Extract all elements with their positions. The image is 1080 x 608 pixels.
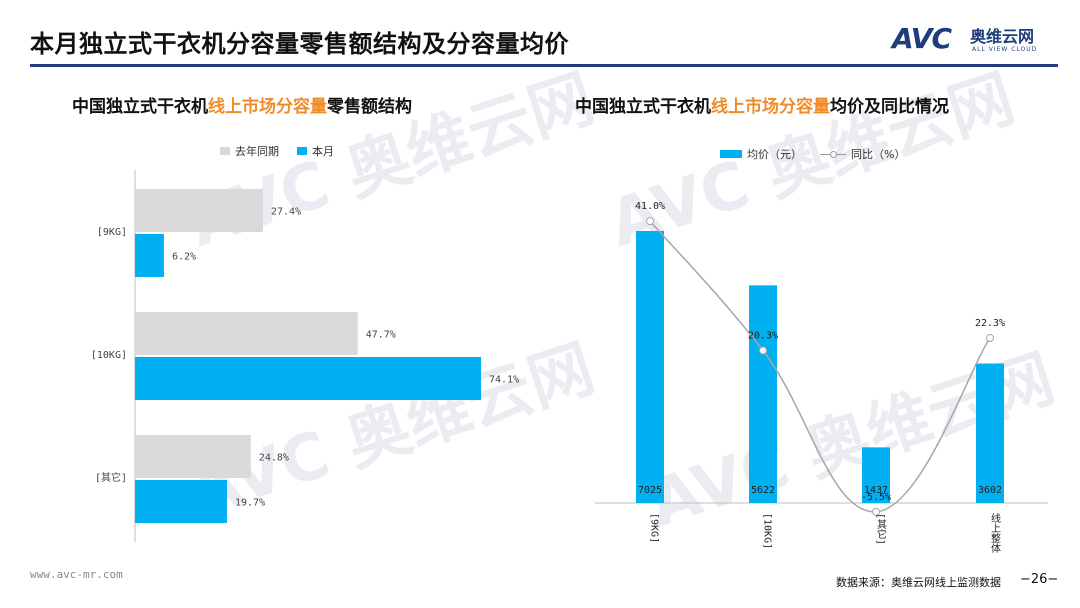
bar-last-year bbox=[135, 189, 263, 232]
legend-swatch-line bbox=[820, 150, 846, 158]
bar-last-year bbox=[135, 312, 358, 355]
yoy-line bbox=[649, 220, 991, 513]
data-label: 1437 bbox=[864, 485, 888, 496]
data-label: 6.2% bbox=[172, 252, 196, 263]
legend-item-this-month: 本月 bbox=[297, 143, 334, 159]
yoy-point bbox=[872, 507, 880, 516]
right-chart-title-post: 均价及同比情况 bbox=[830, 97, 949, 117]
bar-last-year bbox=[135, 435, 251, 478]
legend-item-avg-price: 均价（元） bbox=[720, 146, 802, 162]
yoy-label: 20.3% bbox=[748, 331, 778, 342]
legend-swatch-gray bbox=[220, 147, 230, 155]
brand-logo: AVC 奥维云网 ALL VIEW CLOUD bbox=[892, 22, 1052, 58]
data-label: 7025 bbox=[638, 485, 662, 496]
brand-name-cn: 奥维云网 bbox=[970, 27, 1035, 46]
bar-this-month bbox=[135, 480, 227, 523]
right-chart-title-highlight: 线上市场分容量 bbox=[711, 97, 830, 117]
brand-logo-mark: AVC bbox=[892, 22, 952, 55]
left-chart-title-highlight: 线上市场分容量 bbox=[208, 97, 327, 117]
category-label: 线上整体 bbox=[989, 512, 1001, 554]
bar-avg-price bbox=[976, 363, 1004, 503]
data-label: 3602 bbox=[978, 485, 1002, 496]
bar-avg-price bbox=[862, 447, 890, 503]
yoy-label: 22.3% bbox=[975, 318, 1005, 329]
data-source-note: 数据来源：奥维云网线上监测数据 bbox=[836, 576, 1001, 589]
legend-label-last-year: 去年同期 bbox=[235, 145, 279, 158]
title-divider bbox=[30, 64, 1058, 67]
category-label: [其它] bbox=[875, 513, 887, 545]
data-label: 19.7% bbox=[235, 498, 265, 509]
yoy-point bbox=[986, 334, 994, 342]
category-label: [10KG] bbox=[91, 350, 127, 361]
right-chart-title-pre: 中国独立式干衣机 bbox=[575, 97, 711, 117]
page-number: −26− bbox=[1020, 572, 1059, 587]
yoy-label: -5.5% bbox=[861, 492, 891, 503]
legend-swatch-blue bbox=[297, 147, 307, 155]
category-label: [9KG] bbox=[649, 513, 660, 543]
category-label: [其它] bbox=[95, 471, 127, 484]
legend-label-avg-price: 均价（元） bbox=[747, 148, 802, 161]
data-label: 47.7% bbox=[366, 330, 396, 341]
brand-name-en: ALL VIEW CLOUD bbox=[972, 46, 1038, 53]
data-label: 5622 bbox=[751, 485, 775, 496]
left-chart-legend: 去年同期 本月 bbox=[220, 143, 352, 159]
bar-this-month bbox=[135, 357, 481, 400]
legend-item-last-year: 去年同期 bbox=[220, 143, 279, 159]
left-chart-title-pre: 中国独立式干衣机 bbox=[72, 97, 208, 117]
footer-url[interactable]: www.avc-mr.com bbox=[30, 568, 123, 581]
data-label: 24.8% bbox=[259, 453, 289, 464]
bar-avg-price bbox=[636, 231, 664, 503]
category-label: [10KG] bbox=[762, 513, 773, 549]
right-chart-title: 中国独立式干衣机线上市场分容量均价及同比情况 bbox=[575, 92, 949, 117]
left-chart-title: 中国独立式干衣机线上市场分容量零售额结构 bbox=[72, 92, 412, 117]
page-title: 本月独立式干衣机分容量零售额结构及分容量均价 bbox=[30, 30, 569, 58]
right-chart-legend: 均价（元） 同比（%） bbox=[720, 146, 923, 162]
bar-this-month bbox=[135, 234, 164, 277]
yoy-point bbox=[759, 346, 767, 355]
legend-label-this-month: 本月 bbox=[312, 145, 334, 158]
yoy-point bbox=[646, 217, 654, 226]
legend-item-yoy: 同比（%） bbox=[820, 146, 905, 162]
data-label: 27.4% bbox=[271, 207, 301, 218]
yoy-label: 41.0% bbox=[635, 201, 665, 212]
category-label: [9KG] bbox=[97, 227, 127, 238]
left-chart-title-post: 零售额结构 bbox=[327, 97, 412, 117]
bar-avg-price bbox=[749, 285, 777, 503]
legend-swatch-bar bbox=[720, 150, 742, 158]
data-label: 74.1% bbox=[489, 375, 519, 386]
legend-label-yoy: 同比（%） bbox=[851, 148, 906, 161]
